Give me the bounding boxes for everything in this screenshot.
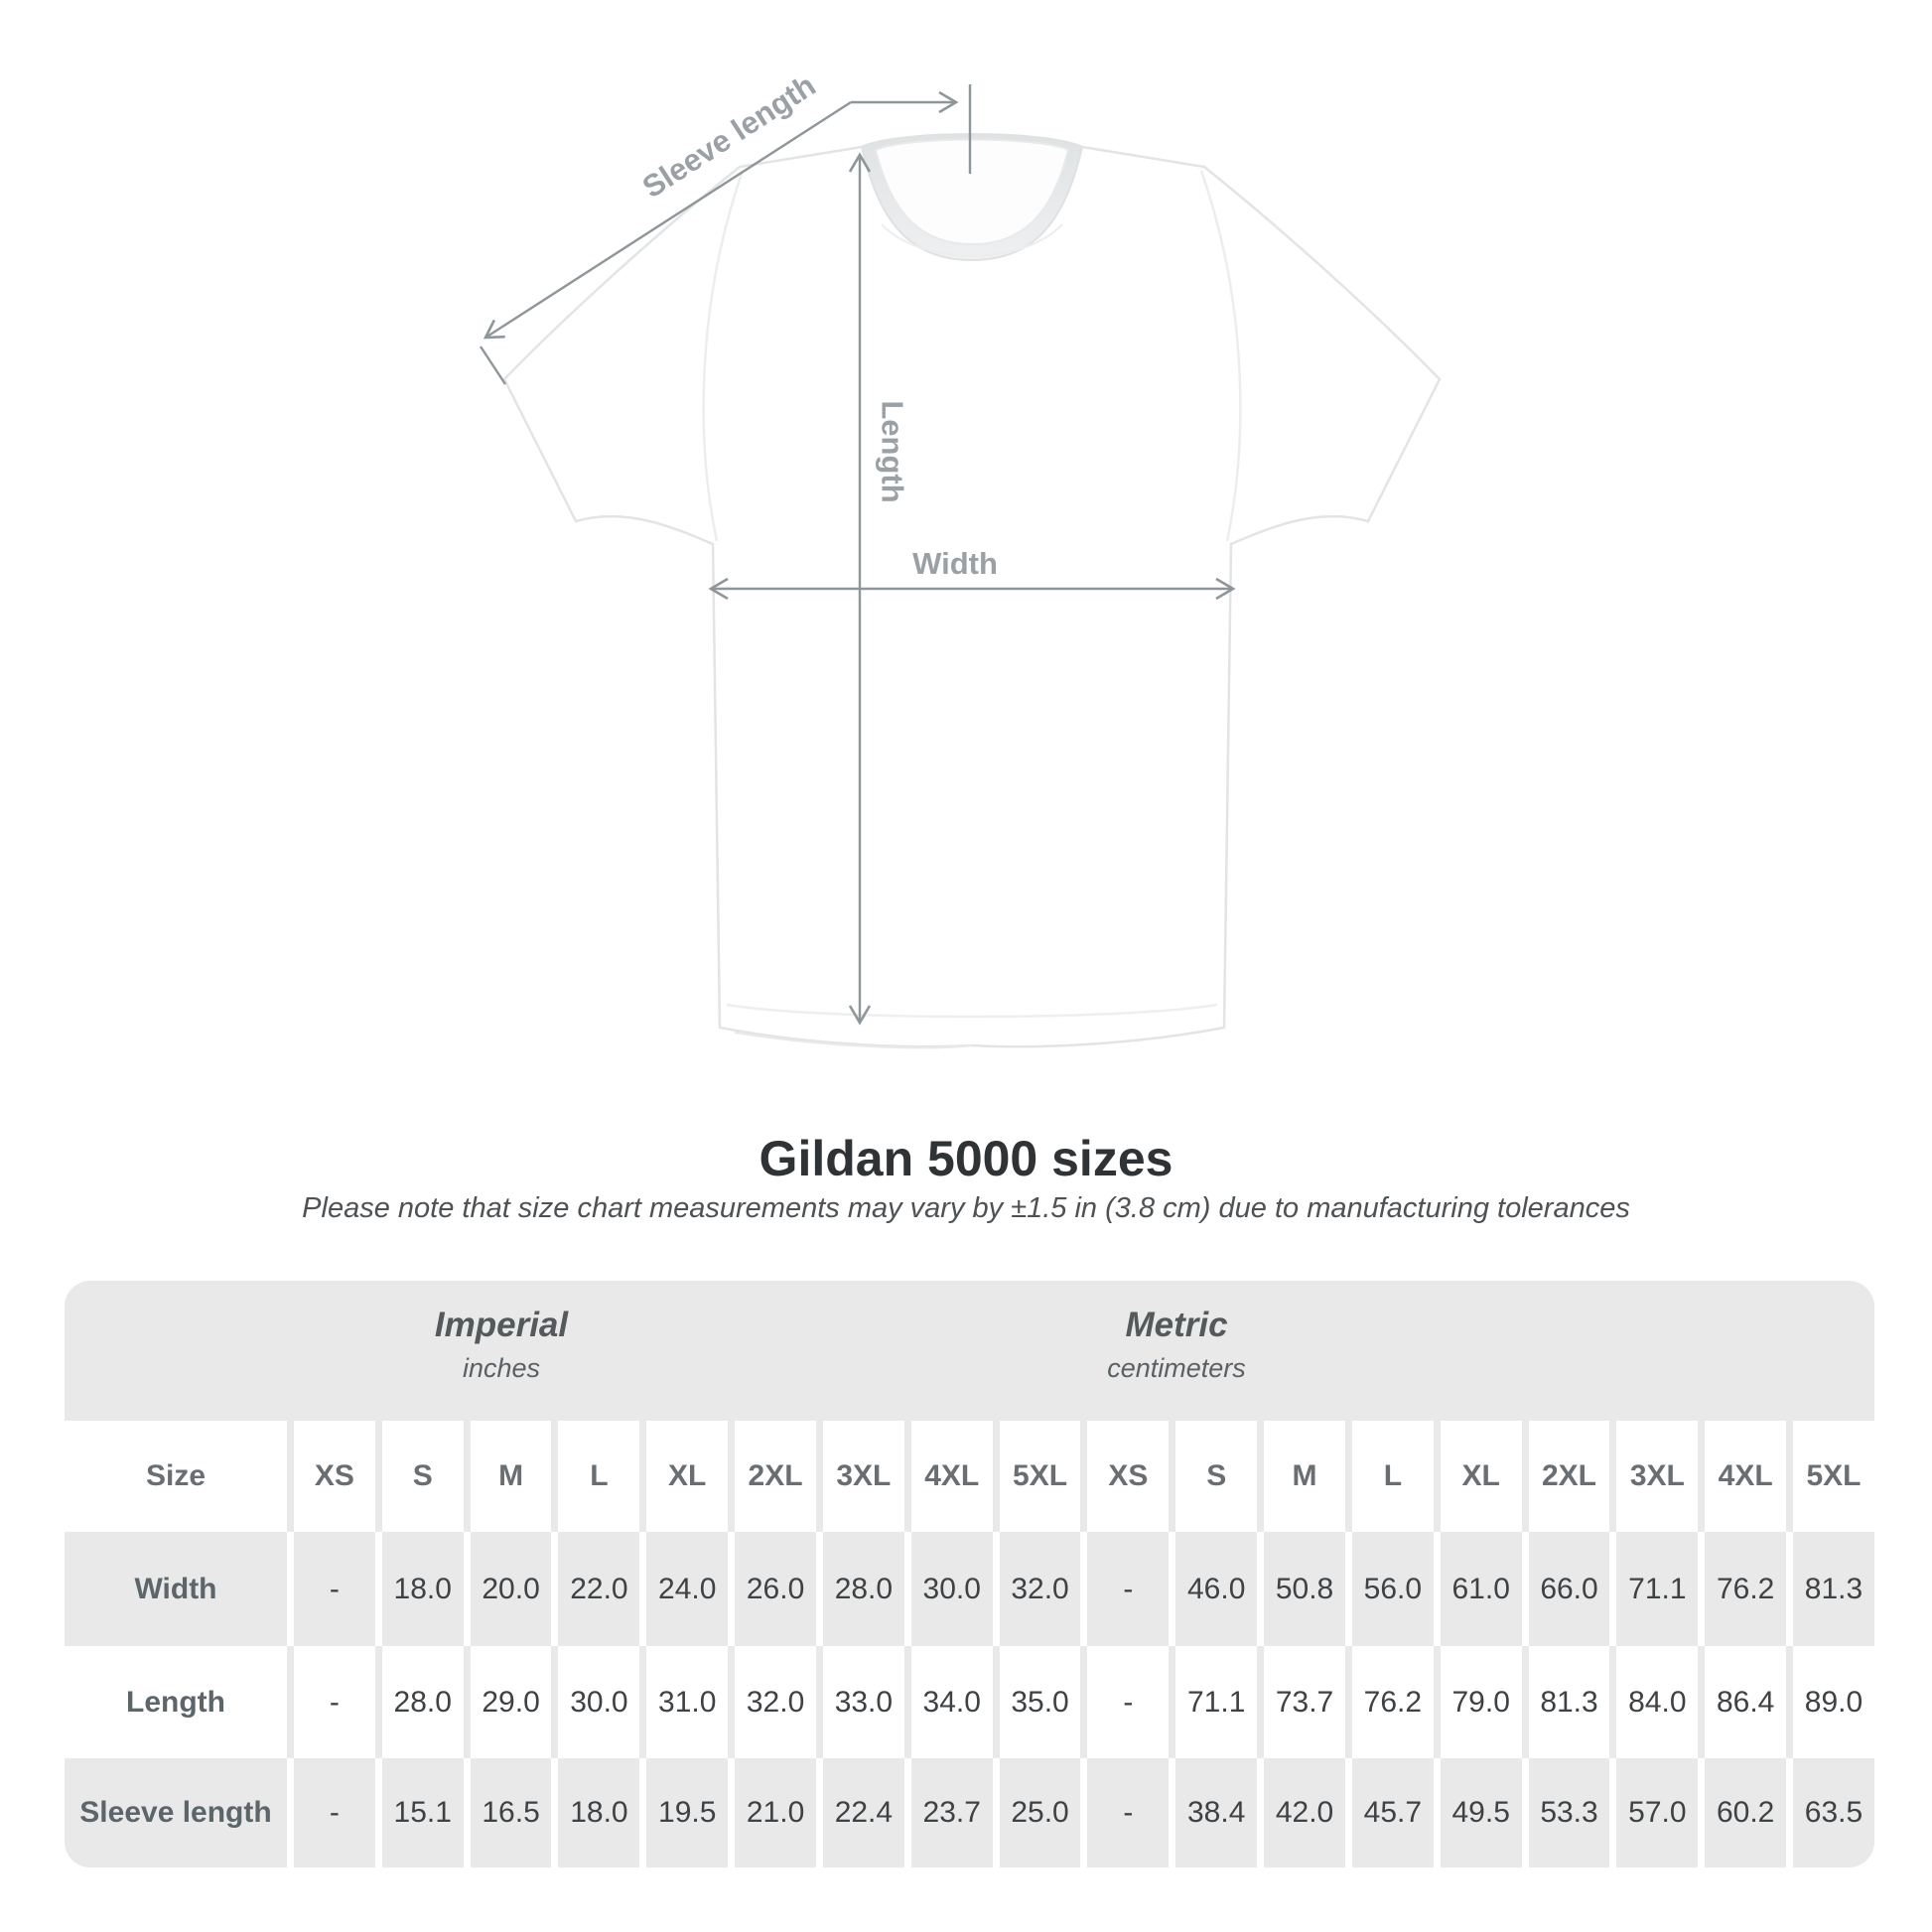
value-cell-14: 53.3: [1528, 1758, 1610, 1867]
value-cell-4: 19.5: [646, 1758, 729, 1867]
metric-unit-label: centimeters: [1107, 1353, 1246, 1383]
metric-label: Metric: [1125, 1306, 1228, 1344]
table-row-length: Length -28.0 29.0 30.0 31.0 32.0 33.0 34.0 35.0-…: [65, 1646, 1874, 1758]
value-cell-1: 28.0: [381, 1646, 464, 1758]
value-cell-1: 15.1: [381, 1758, 464, 1867]
size-header-metric-xs: XS: [1087, 1421, 1170, 1532]
value-cell-12: 56.0: [1351, 1532, 1434, 1646]
row-label: Sleeve length: [65, 1758, 287, 1867]
value-cell-13: 79.0: [1440, 1646, 1522, 1758]
table-row-sleeve-length: Sleeve length -15.1 16.5 18.0 19.5 21.0 22.4 23…: [65, 1758, 1874, 1867]
size-header-metric-xl: XL: [1440, 1421, 1522, 1532]
sleeve-diagonal-line: [483, 100, 852, 340]
value-cell-10: 46.0: [1175, 1532, 1258, 1646]
size-header-imperial-m: M: [470, 1421, 552, 1532]
value-cell-0: -: [294, 1646, 375, 1758]
imperial-unit-label: inches: [462, 1353, 541, 1383]
value-cell-9: -: [1087, 1532, 1170, 1646]
imperial-group-header: Imperial inches: [435, 1303, 568, 1388]
value-cell-8: 25.0: [999, 1758, 1081, 1867]
value-cell-7: 34.0: [910, 1646, 993, 1758]
size-header-metric-m: M: [1264, 1421, 1345, 1532]
size-header-metric-3xl: 3XL: [1616, 1421, 1699, 1532]
value-cell-5: 32.0: [735, 1646, 816, 1758]
size-header-metric-5xl: 5XL: [1793, 1421, 1874, 1532]
value-cell-2: 29.0: [470, 1646, 552, 1758]
measurement-lines: [479, 84, 1236, 1026]
value-cell-6: 28.0: [822, 1532, 904, 1646]
row-label: Width: [65, 1532, 287, 1646]
value-cell-4: 31.0: [646, 1646, 729, 1758]
value-cell-16: 60.2: [1705, 1758, 1787, 1867]
size-header-imperial-2xl: 2XL: [735, 1421, 816, 1532]
sleeve-end-tick: [479, 345, 507, 385]
table-row-width: Width -18.0 20.0 22.0 24.0 26.0 28.0 30.0 32.0-4…: [65, 1532, 1874, 1646]
length-label: Length: [876, 400, 910, 502]
value-cell-9: -: [1087, 1758, 1170, 1867]
value-cell-4: 24.0: [646, 1532, 729, 1646]
value-cell-8: 35.0: [999, 1646, 1081, 1758]
value-cell-16: 86.4: [1705, 1646, 1787, 1758]
value-cell-3: 22.0: [558, 1532, 640, 1646]
value-cell-9: -: [1087, 1646, 1170, 1758]
value-cell-17: 63.5: [1793, 1758, 1874, 1867]
size-header-row: Size XS S M L XL 2XL 3XL 4XL 5XL XS S M L XL 2XL 3XL 4XL…: [65, 1421, 1874, 1532]
tshirt-measurement-diagram: Sleeve length Length Width: [479, 68, 1442, 1049]
size-header-imperial-xs: XS: [294, 1421, 375, 1532]
imperial-label: Imperial: [434, 1306, 569, 1344]
value-cell-17: 81.3: [1793, 1532, 1874, 1646]
value-cell-7: 23.7: [910, 1758, 993, 1867]
size-header-imperial-4xl: 4XL: [910, 1421, 993, 1532]
tolerance-note: Please note that size chart measurements…: [302, 1192, 1630, 1224]
value-cell-5: 26.0: [735, 1532, 816, 1646]
value-cell-15: 71.1: [1616, 1532, 1699, 1646]
value-cell-14: 81.3: [1528, 1646, 1610, 1758]
width-label: Width: [912, 546, 998, 581]
value-cell-15: 84.0: [1616, 1646, 1699, 1758]
size-header-imperial-s: S: [381, 1421, 464, 1532]
value-cell-13: 49.5: [1440, 1758, 1522, 1867]
tshirt-illustration: [502, 133, 1442, 1049]
value-cell-10: 38.4: [1175, 1758, 1258, 1867]
value-cell-6: 33.0: [822, 1646, 904, 1758]
size-column-header: Size: [65, 1421, 287, 1532]
value-cell-10: 71.1: [1175, 1646, 1258, 1758]
value-cell-11: 50.8: [1264, 1532, 1345, 1646]
value-cell-2: 20.0: [470, 1532, 552, 1646]
size-header-imperial-5xl: 5XL: [999, 1421, 1081, 1532]
value-cell-3: 30.0: [558, 1646, 640, 1758]
size-header-metric-l: L: [1351, 1421, 1434, 1532]
table-rows: Width -18.0 20.0 22.0 24.0 26.0 28.0 30.0 32.0-4…: [65, 1532, 1874, 1867]
value-cell-17: 89.0: [1793, 1646, 1874, 1758]
size-table: Imperial inches Metric centimeters Size …: [65, 1281, 1874, 1867]
value-cell-1: 18.0: [381, 1532, 464, 1646]
value-cell-15: 57.0: [1616, 1758, 1699, 1867]
value-cell-11: 42.0: [1264, 1758, 1345, 1867]
metric-group-header: Metric centimeters: [1107, 1303, 1246, 1388]
value-cell-16: 76.2: [1705, 1532, 1787, 1646]
row-label: Length: [65, 1646, 287, 1758]
value-cell-13: 61.0: [1440, 1532, 1522, 1646]
size-header-imperial-3xl: 3XL: [822, 1421, 904, 1532]
size-header-metric-4xl: 4XL: [1705, 1421, 1787, 1532]
value-cell-11: 73.7: [1264, 1646, 1345, 1758]
size-header-imperial-xl: XL: [646, 1421, 729, 1532]
size-header-metric-s: S: [1175, 1421, 1258, 1532]
value-cell-12: 45.7: [1351, 1758, 1434, 1867]
value-cell-0: -: [294, 1532, 375, 1646]
unit-header-band: Imperial inches Metric centimeters: [65, 1281, 1874, 1421]
size-header-imperial-l: L: [558, 1421, 640, 1532]
value-cell-8: 32.0: [999, 1532, 1081, 1646]
value-cell-14: 66.0: [1528, 1532, 1610, 1646]
page-title: Gildan 5000 sizes: [759, 1131, 1173, 1186]
size-header-metric-2xl: 2XL: [1528, 1421, 1610, 1532]
value-cell-7: 30.0: [910, 1532, 993, 1646]
value-cell-5: 21.0: [735, 1758, 816, 1867]
value-cell-2: 16.5: [470, 1758, 552, 1867]
value-cell-0: -: [294, 1758, 375, 1867]
value-cell-3: 18.0: [558, 1758, 640, 1867]
value-cell-6: 22.4: [822, 1758, 904, 1867]
value-cell-12: 76.2: [1351, 1646, 1434, 1758]
